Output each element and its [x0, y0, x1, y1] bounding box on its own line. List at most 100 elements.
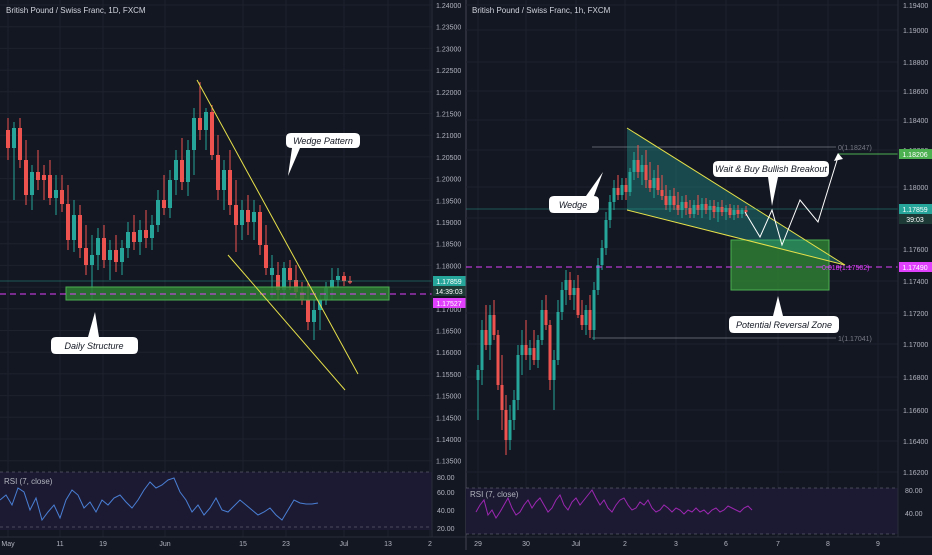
candle-body	[684, 202, 688, 208]
price-tick-label: 1.15000	[436, 394, 461, 401]
candle-body	[108, 250, 112, 260]
candle-body	[270, 268, 274, 275]
price-tick-label: 1.18800	[903, 60, 928, 67]
candle-body	[312, 310, 316, 322]
candle-body	[162, 200, 166, 208]
candle-body	[496, 335, 500, 385]
right-breakout-callout[interactable]: Wait & Buy Bullish Breakout	[713, 161, 829, 206]
candle-body	[592, 290, 596, 330]
price-tick-label: 1.19500	[436, 198, 461, 205]
right-countdown-text: 39:03	[906, 217, 924, 224]
candle-body	[216, 155, 220, 190]
right-wedge-lower-line[interactable]	[626, 209, 846, 266]
left-price-axis[interactable]	[432, 0, 466, 537]
right-grid	[466, 0, 898, 537]
price-tick-label: 1.19000	[436, 220, 461, 227]
candle-body	[708, 206, 712, 210]
candle-body	[532, 348, 536, 360]
candle-body	[692, 205, 696, 214]
candle-body	[720, 207, 724, 212]
left-chart-panel[interactable]: Wedge Pattern Daily Structure RSI (7, cl…	[0, 0, 466, 550]
time-tick-label: Jun	[159, 541, 170, 548]
candle-body	[264, 245, 268, 268]
candle-body	[240, 210, 244, 225]
right-wedge-callout[interactable]: Wedge	[549, 172, 603, 213]
time-tick-label: Jul	[572, 541, 581, 548]
price-tick-label: 1.17200	[903, 311, 928, 318]
right-fib-bottom-label: 1(1.17041)	[838, 336, 872, 343]
candle-body	[132, 232, 136, 242]
candle-body	[114, 250, 118, 262]
candle-body	[672, 196, 676, 205]
candle-body	[6, 130, 10, 148]
time-tick-label: 23	[282, 541, 290, 548]
price-tick-label: 1.13500	[436, 459, 461, 466]
candle-body	[676, 205, 680, 210]
candle-body	[612, 188, 616, 202]
candle-body	[60, 190, 64, 204]
rsi-tick-label: 40.00	[437, 508, 455, 515]
candle-body	[102, 238, 106, 260]
left-chart-background	[0, 0, 466, 550]
candle-body	[576, 288, 580, 315]
candle-body	[628, 172, 632, 192]
time-tick-label: 15	[239, 541, 247, 548]
candle-body	[616, 188, 620, 195]
right-candles	[476, 145, 748, 455]
candle-body	[288, 268, 292, 280]
right-chart-title: British Pound / Swiss Franc, 1h, FXCM	[472, 6, 611, 15]
time-tick-label: May	[1, 541, 15, 548]
price-tick-label: 1.18000	[436, 263, 461, 270]
right-rsi-line	[475, 489, 753, 519]
price-tick-label: 1.20000	[436, 177, 461, 184]
price-tick-label: 1.17400	[903, 279, 928, 286]
candle-body	[588, 310, 592, 330]
price-tick-label: 1.21500	[436, 112, 461, 119]
left-rsi-pane[interactable]	[0, 472, 432, 530]
left-level-badge	[433, 298, 466, 308]
candle-body	[564, 280, 568, 290]
price-tick-label: 1.17000	[903, 342, 928, 349]
left-structure-callout[interactable]: Daily Structure	[51, 312, 138, 354]
candle-body	[648, 180, 652, 188]
price-tick-label: 1.17600	[903, 247, 928, 254]
candle-body	[198, 118, 202, 130]
left-wedge-upper-line[interactable]	[196, 79, 359, 375]
candle-body	[330, 280, 334, 288]
candle-body	[492, 315, 496, 335]
candle-body	[488, 315, 492, 345]
right-wedge-upper-line[interactable]	[626, 127, 846, 266]
time-tick-label: 3	[674, 541, 678, 548]
price-tick-label: 1.18500	[436, 242, 461, 249]
left-chart-title: British Pound / Swiss Franc, 1D, FXCM	[6, 6, 146, 15]
rsi-tick-label: 20.00	[437, 526, 455, 533]
right-chart-panel[interactable]: 0(1.18247) 1(1.17041) 0.618(1.17502) Wed…	[466, 0, 932, 548]
left-countdown-badge	[433, 286, 466, 296]
candle-body	[476, 370, 480, 380]
right-top-badge	[899, 149, 932, 159]
candle-body	[740, 210, 744, 214]
time-tick-label: 8	[826, 541, 830, 548]
candle-body	[72, 215, 76, 240]
left-wedge-callout[interactable]: Wedge Pattern	[286, 133, 360, 176]
candle-body	[258, 212, 262, 245]
candle-body	[724, 208, 728, 212]
left-wedge-callout-text: Wedge Pattern	[293, 136, 353, 146]
price-tick-label: 1.20500	[436, 155, 461, 162]
candle-body	[192, 118, 196, 150]
right-reversal-callout[interactable]: Potential Reversal Zone	[729, 296, 839, 333]
right-rsi-pane[interactable]	[466, 488, 898, 534]
price-tick-label: 1.15500	[436, 372, 461, 379]
right-rsi-label: RSI (7, close)	[470, 490, 519, 499]
candle-body	[552, 360, 556, 380]
candle-body	[66, 204, 70, 240]
candle-body	[608, 202, 612, 220]
candle-body	[652, 178, 656, 188]
price-tick-label: 1.21000	[436, 133, 461, 140]
right-projection-path[interactable]	[744, 156, 839, 247]
right-time-ticks: 29 30 Jul 2 3 6 7 8 9	[474, 541, 880, 548]
left-level-text: 1.17527	[436, 301, 461, 308]
time-tick-label: 13	[384, 541, 392, 548]
left-wedge-lower-line[interactable]	[227, 254, 346, 391]
